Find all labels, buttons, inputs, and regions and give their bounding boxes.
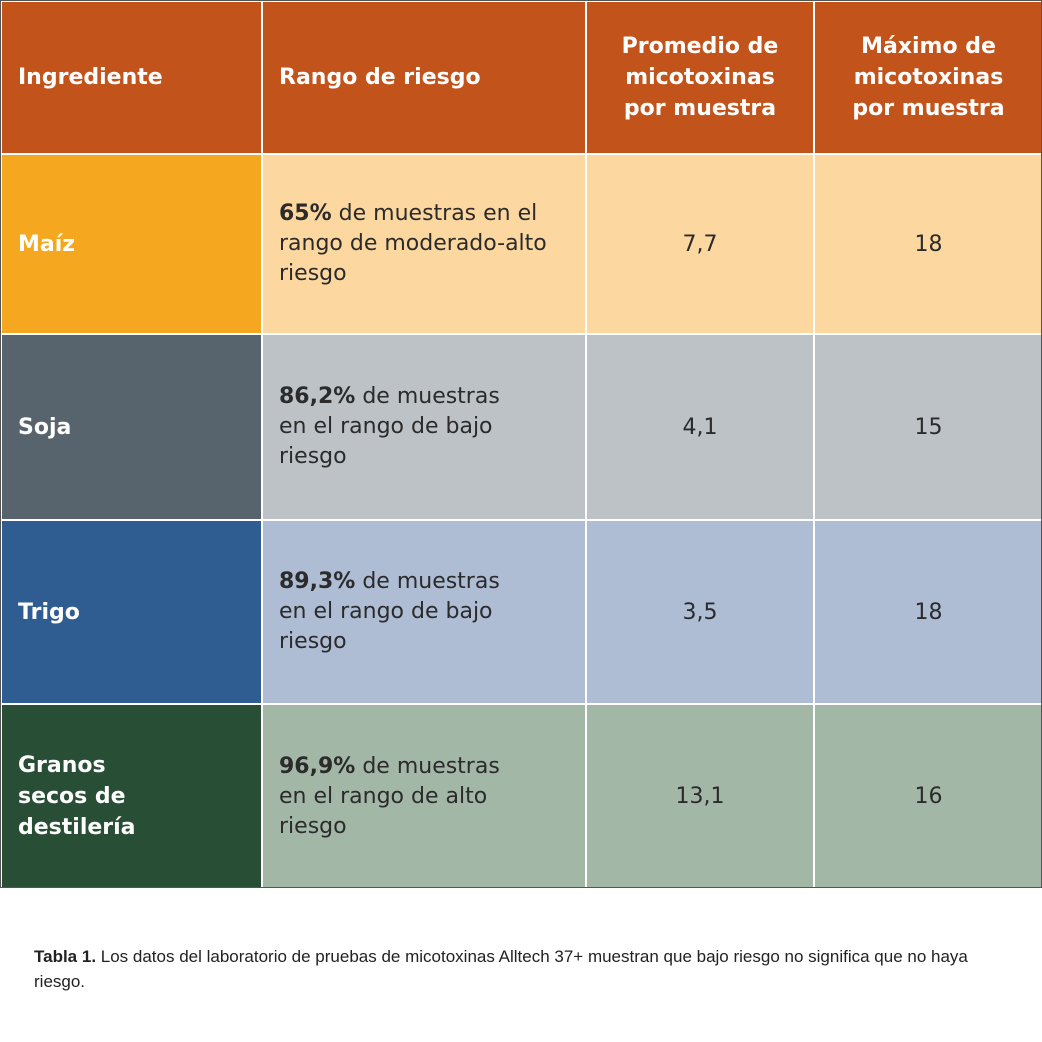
risk-description: de muestras en el rango de moderado-alto… (279, 201, 547, 286)
header-max-text: Máximo de micotoxinas por muestra (852, 34, 1005, 121)
average-cell: 7,7 (585, 153, 815, 335)
header-risk-range: Rango de riesgo (261, 0, 587, 155)
table-header-row: Ingrediente Rango de riesgo Promedio de … (0, 0, 1042, 155)
average-cell: 13,1 (585, 703, 815, 890)
header-max-mycotoxins: Máximo de micotoxinas por muestra (813, 0, 1042, 155)
ingredient-text: Granos secos de destilería (18, 753, 136, 840)
caption-text: Los datos del laboratorio de pruebas de … (34, 947, 968, 991)
risk-description: de muestras en el rango de bajo riesgo (279, 384, 500, 469)
average-cell: 4,1 (585, 333, 815, 521)
risk-range-cell: 86,2% de muestras en el rango de bajo ri… (261, 333, 587, 521)
header-average-text: Promedio de micotoxinas por muestra (621, 34, 779, 121)
ingredient-cell: Maíz (0, 153, 263, 335)
max-cell: 18 (813, 519, 1042, 705)
table-row: Trigo 89,3% de muestras en el rango de b… (0, 519, 1042, 705)
risk-percent: 65% (279, 201, 332, 226)
ingredient-cell: Soja (0, 333, 263, 521)
risk-description: de muestras en el rango de alto riesgo (279, 753, 500, 839)
risk-description: de muestras en el rango de bajo riesgo (279, 569, 500, 654)
ingredient-cell: Granos secos de destilería (0, 703, 263, 890)
max-cell: 16 (813, 703, 1042, 890)
risk-range-cell: 96,9% de muestras en el rango de alto ri… (261, 703, 587, 890)
max-cell: 18 (813, 153, 1042, 335)
risk-percent: 89,3% (279, 569, 356, 594)
table-row: Soja 86,2% de muestras en el rango de ba… (0, 333, 1042, 521)
table-row: Granos secos de destilería 96,9% de mues… (0, 703, 1042, 890)
mycotoxin-table-container: Ingrediente Rango de riesgo Promedio de … (0, 0, 1042, 890)
max-cell: 15 (813, 333, 1042, 521)
mycotoxin-table: Ingrediente Rango de riesgo Promedio de … (0, 0, 1042, 890)
header-ingredient: Ingrediente (0, 0, 263, 155)
average-cell: 3,5 (585, 519, 815, 705)
risk-percent: 86,2% (279, 384, 356, 409)
header-average-mycotoxins: Promedio de micotoxinas por muestra (585, 0, 815, 155)
table-row: Maíz 65% de muestras en el rango de mode… (0, 153, 1042, 335)
ingredient-cell: Trigo (0, 519, 263, 705)
risk-percent: 96,9% (279, 753, 356, 779)
risk-range-cell: 65% de muestras en el rango de moderado-… (261, 153, 587, 335)
caption-label: Tabla 1. (34, 947, 97, 966)
table-caption: Tabla 1. Los datos del laboratorio de pr… (34, 944, 994, 994)
risk-range-cell: 89,3% de muestras en el rango de bajo ri… (261, 519, 587, 705)
